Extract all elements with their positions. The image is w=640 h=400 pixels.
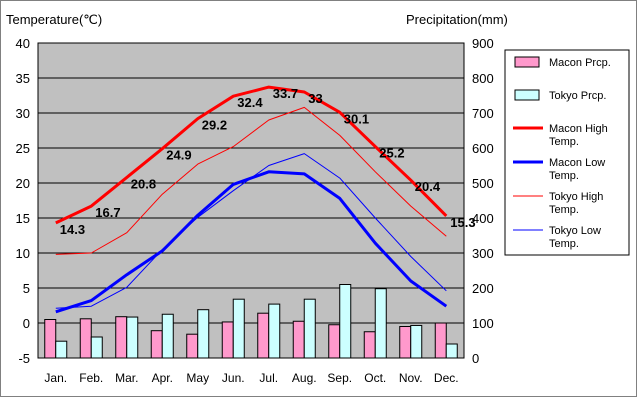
legend-label-line1: Tokyo Low bbox=[549, 225, 601, 237]
right-tick-label: 200 bbox=[472, 281, 494, 296]
temp-line-2 bbox=[55, 106, 447, 255]
right-tick-label: 100 bbox=[472, 316, 494, 331]
legend-label-line1: Macon High bbox=[549, 123, 608, 135]
left-tick-label: 15 bbox=[16, 211, 30, 226]
x-tick-label: Mar. bbox=[115, 371, 138, 385]
precip-bar-macon bbox=[221, 321, 234, 359]
precip-bar-macon bbox=[399, 326, 412, 359]
macon-high-value-label: 24.9 bbox=[166, 148, 191, 163]
precip-bar-tokyo bbox=[268, 303, 281, 359]
x-tick-label: Sep. bbox=[327, 371, 352, 385]
macon-high-value-label: 20.8 bbox=[131, 176, 156, 191]
legend-swatch bbox=[514, 56, 540, 68]
legend-label: Macon Prcp. bbox=[549, 57, 611, 69]
left-tick-label: 10 bbox=[16, 246, 30, 261]
legend: Macon Prcp.Tokyo Prcp.Macon HighTemp.Mac… bbox=[504, 49, 630, 256]
precip-bar-tokyo bbox=[126, 316, 139, 359]
right-tick-label: 500 bbox=[472, 176, 494, 191]
x-tick-label: Oct. bbox=[364, 371, 386, 385]
right-tick-label: 700 bbox=[472, 106, 494, 121]
precip-bar-tokyo bbox=[445, 343, 458, 359]
macon-high-value-label: 20.4 bbox=[415, 179, 441, 194]
legend-swatch bbox=[514, 89, 540, 101]
precip-bar-macon bbox=[434, 322, 447, 359]
precip-bar-macon bbox=[328, 324, 341, 359]
precip-bar-macon bbox=[44, 319, 57, 359]
macon-high-value-label: 16.7 bbox=[95, 205, 120, 220]
x-tick-label: Apr. bbox=[152, 371, 173, 385]
left-axis-title: Temperature(℃) bbox=[6, 12, 102, 27]
right-tick-label: 400 bbox=[472, 211, 494, 226]
legend-label-line2: Temp. bbox=[549, 170, 579, 182]
precip-bar-macon bbox=[292, 320, 305, 359]
x-tick-label: May bbox=[186, 371, 209, 385]
temperature-lines bbox=[55, 85, 448, 314]
axes: 40 35 30 25 20 15 10 5 0 -5 900 800 700 600 500 400 300 2… bbox=[16, 36, 494, 385]
precip-bar-macon bbox=[79, 318, 92, 359]
plot-area bbox=[37, 42, 465, 359]
precip-bar-macon bbox=[186, 333, 199, 359]
x-tick-label: Aug. bbox=[292, 371, 317, 385]
macon-high-value-label: 30.1 bbox=[344, 111, 369, 126]
right-tick-label: 600 bbox=[472, 141, 494, 156]
macon-high-value-label: 15.3 bbox=[450, 215, 475, 230]
precipitation-bars bbox=[44, 284, 458, 359]
legend-label-line1: Macon Low bbox=[549, 157, 605, 169]
macon-high-value-label: 25.2 bbox=[379, 146, 404, 161]
precip-bar-macon bbox=[115, 316, 128, 359]
macon-high-value-label: 14.3 bbox=[60, 222, 85, 237]
precip-bar-tokyo bbox=[90, 336, 103, 359]
legend-label-line2: Temp. bbox=[549, 238, 579, 250]
precip-bar-macon bbox=[257, 312, 270, 359]
legend-box bbox=[504, 49, 630, 256]
right-tick-label: 0 bbox=[472, 351, 479, 366]
x-tick-label: Jan. bbox=[44, 371, 67, 385]
left-tick-label: 35 bbox=[16, 71, 30, 86]
right-tick-label: 300 bbox=[472, 246, 494, 261]
macon-high-value-label: 33.7 bbox=[273, 86, 298, 101]
precip-bar-tokyo bbox=[303, 298, 316, 359]
data-labels: 14.3 16.7 20.8 24.9 29.2 32.4 33.7 33 30.1 25.2 20… bbox=[60, 86, 476, 237]
right-tick-label: 900 bbox=[472, 36, 494, 51]
grid-lines bbox=[38, 42, 464, 359]
legend-label-line1: Tokyo High bbox=[549, 191, 603, 203]
x-tick-label: Jun. bbox=[222, 371, 245, 385]
macon-high-value-label: 32.4 bbox=[237, 95, 263, 110]
precip-bar-tokyo bbox=[232, 298, 245, 359]
legend-label-line2: Temp. bbox=[549, 136, 579, 148]
legend-label-line2: Temp. bbox=[549, 204, 579, 216]
precip-bar-tokyo bbox=[374, 288, 387, 359]
precip-bar-macon bbox=[150, 330, 163, 359]
right-tick-label: 800 bbox=[472, 71, 494, 86]
precip-bar-tokyo bbox=[161, 313, 174, 359]
left-tick-label: 30 bbox=[16, 106, 30, 121]
left-tick-label: -5 bbox=[18, 351, 30, 366]
right-axis-title: Precipitation(mm) bbox=[406, 12, 508, 27]
macon-high-value-label: 29.2 bbox=[202, 118, 227, 133]
x-tick-label: Feb. bbox=[79, 371, 103, 385]
temp-line-3 bbox=[55, 153, 447, 309]
left-tick-label: 0 bbox=[23, 316, 30, 331]
x-tick-label: Dec. bbox=[434, 371, 459, 385]
macon-high-value-label: 33 bbox=[308, 91, 322, 106]
precip-bar-macon bbox=[363, 331, 376, 359]
x-tick-label: Jul. bbox=[259, 371, 278, 385]
precip-bar-tokyo bbox=[410, 324, 423, 359]
legend-label: Tokyo Prcp. bbox=[549, 90, 606, 102]
left-tick-label: 5 bbox=[23, 281, 30, 296]
left-tick-label: 25 bbox=[16, 141, 30, 156]
precip-bar-tokyo bbox=[339, 284, 352, 359]
precip-bar-tokyo bbox=[55, 340, 68, 359]
left-tick-label: 20 bbox=[16, 176, 30, 191]
x-tick-label: Nov. bbox=[399, 371, 423, 385]
left-tick-label: 40 bbox=[16, 36, 30, 51]
temp-line-0 bbox=[55, 85, 448, 225]
precip-bar-tokyo bbox=[197, 309, 210, 359]
